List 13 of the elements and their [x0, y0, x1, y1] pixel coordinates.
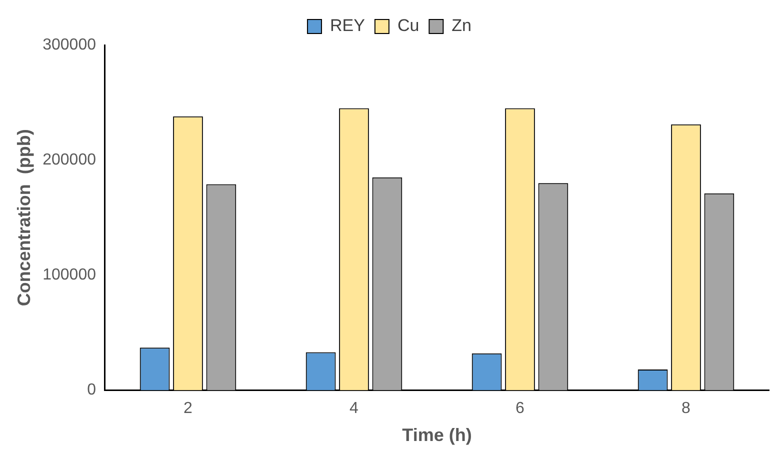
x-axis-title: Time (h)	[402, 425, 472, 446]
x-tick-label: 8	[682, 400, 691, 418]
legend-label: REY	[330, 16, 365, 36]
y-tick-label: 200000	[42, 151, 96, 168]
x-tick-label: 6	[516, 400, 525, 418]
x-tick-label: 2	[184, 400, 193, 418]
y-tick-label: 100000	[42, 266, 96, 284]
legend-label: Zn	[452, 16, 472, 36]
y-axis-title: Concentration (ppb)	[14, 129, 34, 306]
legend-label: Cu	[397, 16, 420, 36]
y-tick-label: 0	[87, 382, 96, 399]
y-tick-label: 300000	[42, 36, 96, 54]
x-tick-label: 4	[350, 400, 359, 418]
